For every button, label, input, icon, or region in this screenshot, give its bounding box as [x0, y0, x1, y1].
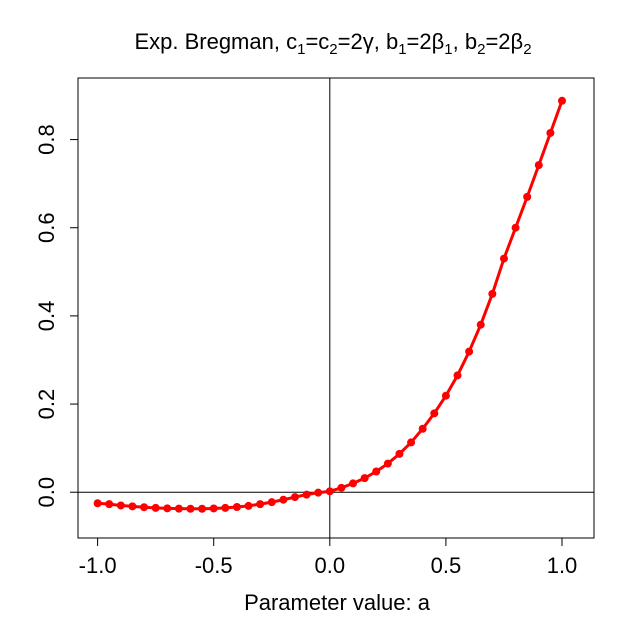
- series-points: [93, 96, 567, 513]
- data-point: [383, 459, 392, 468]
- data-point: [372, 467, 381, 476]
- data-point: [105, 500, 114, 509]
- data-point: [534, 161, 543, 170]
- data-point: [221, 503, 230, 512]
- data-point: [290, 493, 299, 502]
- data-point: [407, 438, 416, 447]
- x-tick-label: 0.5: [431, 553, 462, 578]
- data-point: [209, 504, 218, 513]
- data-point: [430, 409, 439, 418]
- chart-title: Exp. Bregman, c1=c2=2γ, b1=2β1, b2=2β2: [134, 29, 531, 58]
- data-point: [499, 254, 508, 263]
- x-axis: -1.0 -0.5 0.0 0.5 1.0: [79, 537, 578, 578]
- data-point: [163, 504, 172, 513]
- data-point: [93, 499, 102, 508]
- y-tick-label: 0.0: [34, 477, 59, 508]
- data-point: [465, 347, 474, 356]
- x-tick-label: 0.0: [315, 553, 346, 578]
- y-tick-label: 0.6: [34, 212, 59, 243]
- y-tick-label: 0.2: [34, 389, 59, 420]
- y-tick-label: 0.4: [34, 301, 59, 332]
- data-point: [349, 479, 358, 488]
- data-point: [325, 487, 334, 496]
- data-point: [186, 504, 195, 513]
- data-point: [140, 503, 149, 512]
- title-part: =2β: [485, 29, 523, 54]
- title-part: =2β: [407, 29, 445, 54]
- data-point: [418, 424, 427, 433]
- x-tick-label: -0.5: [195, 553, 233, 578]
- data-point: [128, 502, 137, 511]
- data-point: [546, 128, 555, 137]
- x-axis-label: Parameter value: a: [244, 590, 431, 615]
- x-tick-label: 1.0: [547, 553, 578, 578]
- title-part: 2: [523, 41, 531, 58]
- title-part: 1: [444, 41, 452, 58]
- title-part: 1: [398, 41, 406, 58]
- title-part: 2: [477, 41, 485, 58]
- title-part: , b: [453, 29, 477, 54]
- title-part: 1: [297, 41, 305, 58]
- plot-frame: [77, 77, 595, 539]
- data-point: [453, 371, 462, 380]
- data-point: [232, 502, 241, 511]
- data-point: [174, 504, 183, 513]
- y-axis: 0.0 0.2 0.4 0.6 0.8: [34, 124, 79, 508]
- data-point: [360, 474, 369, 483]
- data-point: [314, 488, 323, 497]
- title-part: 2: [329, 41, 337, 58]
- data-point: [395, 449, 404, 458]
- x-tick-label: -1.0: [79, 553, 117, 578]
- title-part: =2γ, b: [338, 29, 399, 54]
- data-point: [151, 503, 160, 512]
- title-part: Exp. Bregman, c: [134, 29, 297, 54]
- data-point: [116, 501, 125, 510]
- data-point: [279, 495, 288, 504]
- data-point: [267, 498, 276, 507]
- data-point: [256, 500, 265, 509]
- data-point: [441, 391, 450, 400]
- data-point: [244, 501, 253, 510]
- data-point: [302, 490, 311, 499]
- data-point: [476, 320, 485, 329]
- data-point: [337, 483, 346, 492]
- data-point: [488, 289, 497, 298]
- title-part: =c: [305, 29, 329, 54]
- data-point: [558, 96, 567, 105]
- data-point: [198, 504, 207, 513]
- y-tick-label: 0.8: [34, 124, 59, 155]
- data-point: [523, 192, 532, 201]
- data-point: [511, 223, 520, 232]
